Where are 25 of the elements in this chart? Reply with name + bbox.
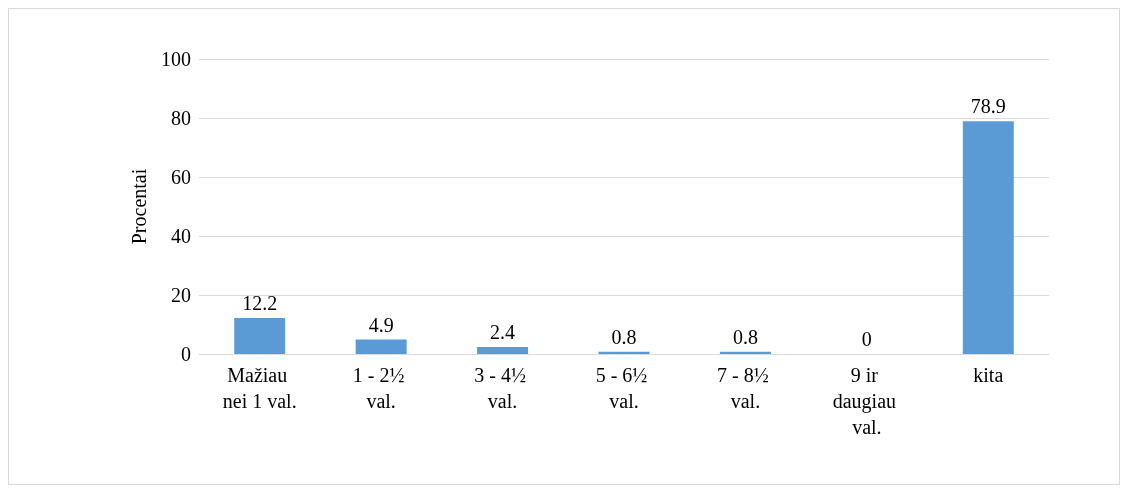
y-tick-label: 80 [171,107,191,129]
x-tick-label: kita [973,364,1004,386]
x-tick-label: 7 - 8½ val. [717,364,774,412]
data-label: 78.9 [970,95,1006,118]
x-tick-label: 5 - 6½ val. [595,364,653,412]
bar [962,121,1014,354]
bar [355,339,407,354]
y-tick-label: 0 [181,343,191,365]
data-label: 0.8 [732,325,758,348]
data-label: 2.4 [490,320,516,343]
bar [234,318,286,354]
data-label: 4.9 [368,313,394,336]
bar [477,346,529,354]
data-label: 0.8 [611,325,637,348]
y-tick-label: 40 [171,225,191,247]
x-tick-label: Mažiau nei 1 val. [222,364,297,412]
data-label: 0 [861,328,872,350]
y-tick-label: 100 [161,48,191,70]
y-tick-label: 20 [171,284,191,306]
y-axis-title: Procentai [128,168,150,245]
x-tick-label: 3 - 4½ val. [474,364,531,412]
x-tick-label: 9 ir daugiau val. [832,364,902,438]
x-tick-label: 1 - 2½ val. [352,364,410,412]
data-label: 12.2 [242,292,278,315]
y-tick-label: 60 [171,166,191,188]
